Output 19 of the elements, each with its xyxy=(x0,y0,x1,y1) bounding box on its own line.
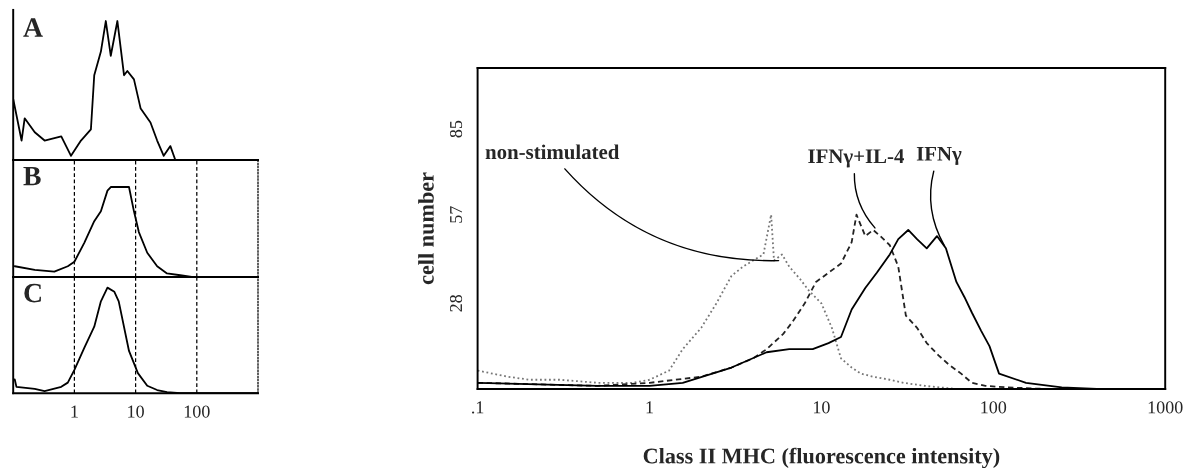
annotation: IFNγ xyxy=(916,146,962,165)
annotation: IFNγ+IL-4 xyxy=(808,149,904,168)
x-tick-label: 10 xyxy=(813,401,830,414)
x-tick-label: 100 xyxy=(184,405,210,418)
annotation: non-stimulated xyxy=(485,144,620,160)
x-tick-label: 1 xyxy=(646,401,653,414)
x-axis-title: Class II MHC (fluorescence intensity) xyxy=(643,447,1000,469)
x-tick-label: 100 xyxy=(981,401,1007,414)
x-tick-label: 1 xyxy=(71,405,78,418)
x-tick-label: 10 xyxy=(128,405,144,418)
y-tick-label: 57 xyxy=(450,206,463,223)
chart-title: A xyxy=(23,18,43,37)
y-tick-label: 28 xyxy=(449,295,463,312)
x-tick-label: 1000 xyxy=(1148,401,1183,414)
chart-title: B xyxy=(23,166,41,186)
y-axis-title: cell number xyxy=(418,172,434,285)
chart-title: C xyxy=(24,283,41,303)
x-tick-label: .1 xyxy=(472,401,484,414)
y-tick-label: 85 xyxy=(449,120,463,138)
